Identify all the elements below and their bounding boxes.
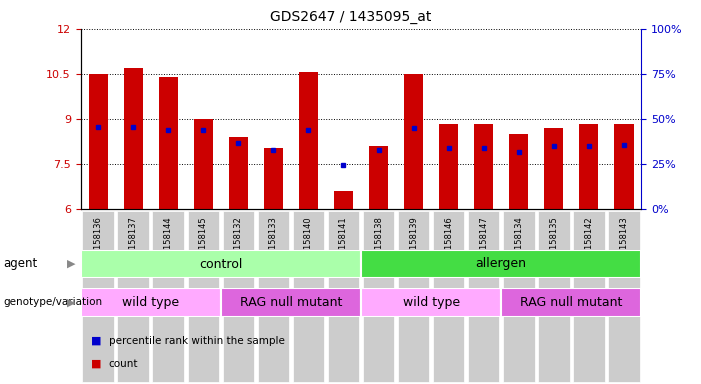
Text: ▶: ▶ bbox=[67, 259, 75, 269]
Text: ■: ■ bbox=[91, 359, 102, 369]
FancyBboxPatch shape bbox=[118, 211, 149, 382]
Text: GSM158137: GSM158137 bbox=[129, 216, 137, 267]
Text: genotype/variation: genotype/variation bbox=[4, 297, 102, 308]
Bar bbox=[544, 128, 564, 209]
Bar bbox=[123, 68, 143, 209]
Text: control: control bbox=[199, 258, 243, 270]
FancyBboxPatch shape bbox=[363, 211, 394, 382]
Text: RAG null mutant: RAG null mutant bbox=[520, 296, 622, 309]
Bar bbox=[193, 119, 213, 209]
Bar bbox=[579, 124, 599, 209]
Text: RAG null mutant: RAG null mutant bbox=[240, 296, 342, 309]
Text: agent: agent bbox=[4, 258, 38, 270]
Bar bbox=[334, 191, 353, 209]
FancyBboxPatch shape bbox=[573, 211, 605, 382]
FancyBboxPatch shape bbox=[398, 211, 430, 382]
FancyBboxPatch shape bbox=[293, 211, 325, 382]
Text: wild type: wild type bbox=[122, 296, 179, 309]
Text: GSM158133: GSM158133 bbox=[269, 216, 278, 267]
Text: allergen: allergen bbox=[476, 258, 526, 270]
Text: count: count bbox=[109, 359, 138, 369]
FancyBboxPatch shape bbox=[328, 211, 360, 382]
Bar bbox=[264, 147, 283, 209]
Text: GSM158138: GSM158138 bbox=[374, 216, 383, 267]
Bar bbox=[501, 288, 641, 317]
Bar bbox=[88, 74, 108, 209]
Text: wild type: wild type bbox=[402, 296, 460, 309]
Bar bbox=[81, 288, 221, 317]
Bar bbox=[474, 124, 494, 209]
FancyBboxPatch shape bbox=[608, 211, 640, 382]
Text: GSM158142: GSM158142 bbox=[585, 216, 593, 267]
FancyBboxPatch shape bbox=[503, 211, 535, 382]
Text: GSM158134: GSM158134 bbox=[515, 216, 523, 267]
Bar bbox=[404, 74, 423, 209]
Text: GSM158132: GSM158132 bbox=[234, 216, 243, 267]
Text: GSM158144: GSM158144 bbox=[164, 216, 172, 267]
Bar bbox=[509, 134, 529, 209]
Bar bbox=[614, 124, 634, 209]
Text: GSM158136: GSM158136 bbox=[94, 216, 102, 267]
Text: GSM158147: GSM158147 bbox=[479, 216, 488, 267]
FancyBboxPatch shape bbox=[153, 211, 184, 382]
FancyBboxPatch shape bbox=[258, 211, 290, 382]
Text: GSM158145: GSM158145 bbox=[199, 216, 207, 267]
Text: ▶: ▶ bbox=[67, 297, 75, 308]
Bar bbox=[221, 288, 361, 317]
FancyBboxPatch shape bbox=[468, 211, 500, 382]
Text: GSM158141: GSM158141 bbox=[339, 216, 348, 267]
Bar bbox=[299, 73, 318, 209]
Bar bbox=[81, 250, 361, 278]
FancyBboxPatch shape bbox=[188, 211, 219, 382]
Text: ■: ■ bbox=[91, 336, 102, 346]
Text: GSM158146: GSM158146 bbox=[444, 216, 453, 267]
FancyBboxPatch shape bbox=[223, 211, 254, 382]
Bar bbox=[361, 250, 641, 278]
Bar bbox=[439, 124, 458, 209]
Text: GDS2647 / 1435095_at: GDS2647 / 1435095_at bbox=[270, 10, 431, 23]
FancyBboxPatch shape bbox=[83, 211, 114, 382]
Text: GSM158135: GSM158135 bbox=[550, 216, 558, 267]
Text: percentile rank within the sample: percentile rank within the sample bbox=[109, 336, 285, 346]
FancyBboxPatch shape bbox=[538, 211, 570, 382]
Bar bbox=[158, 77, 178, 209]
Text: GSM158140: GSM158140 bbox=[304, 216, 313, 267]
Text: GSM158139: GSM158139 bbox=[409, 216, 418, 267]
Bar bbox=[361, 288, 501, 317]
Bar bbox=[229, 137, 248, 209]
Text: GSM158143: GSM158143 bbox=[620, 216, 628, 267]
FancyBboxPatch shape bbox=[433, 211, 465, 382]
Bar bbox=[369, 146, 388, 209]
